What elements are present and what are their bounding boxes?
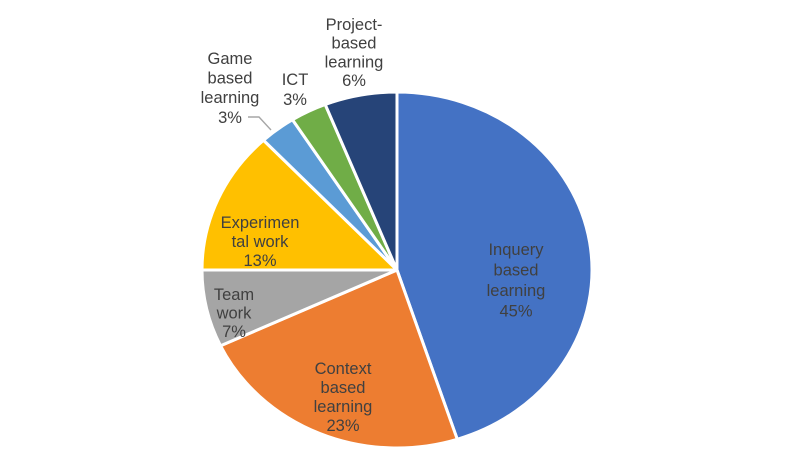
slice-label-line: based — [321, 379, 366, 397]
slice-label-line: based — [494, 262, 539, 280]
slice-label-line: Inquery — [488, 241, 544, 259]
slice-label-line: 3% — [283, 91, 307, 109]
slice-label-line: 45% — [499, 303, 532, 321]
slice-label-line: 23% — [326, 417, 359, 435]
slice-label-line: learning — [325, 53, 384, 71]
slice-label-line: based — [332, 35, 377, 53]
slice-label-line: 7% — [222, 323, 246, 341]
slice-label-line: learning — [201, 89, 260, 107]
slice-label-line: learning — [314, 398, 373, 416]
slice-label-line: work — [216, 305, 253, 323]
pie-slice-experimental-work — [200, 138, 399, 272]
slice-label-line: 13% — [243, 252, 276, 270]
slice-label-line: Context — [315, 360, 372, 378]
pie-slice-context-based-learning — [219, 268, 459, 450]
slice-label-line: Team — [214, 286, 254, 304]
leader-line-game-based-learning — [248, 116, 272, 131]
slice-label-line: learning — [487, 282, 546, 300]
slice-label-line: Project- — [326, 16, 383, 34]
slice-label-line: 6% — [342, 72, 366, 90]
slice-label-line: ICT — [282, 71, 309, 89]
slice-label-inquery-based-learning: Inquery based learning 45% — [487, 241, 546, 321]
slice-label-line: Experimen — [221, 214, 300, 232]
pie-slice-inquery-based-learning — [395, 90, 594, 441]
slice-label-line: Game — [208, 50, 253, 68]
slice-label-line: 3% — [218, 109, 242, 127]
slice-label-ict: ICT 3% — [282, 71, 309, 109]
slice-label-line: tal work — [232, 233, 290, 251]
pie-slice-project-based-learning — [323, 90, 399, 272]
slice-label-line: based — [208, 70, 253, 88]
